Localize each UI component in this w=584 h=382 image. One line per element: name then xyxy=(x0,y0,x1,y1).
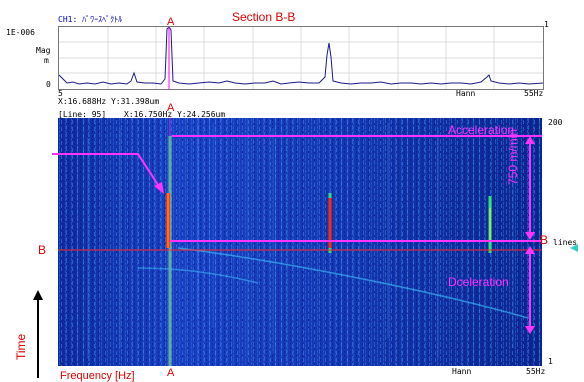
section-title: Section B-B xyxy=(232,10,296,24)
spectrogram-x-min: 5 xyxy=(58,367,63,376)
spectrum-right-marker: 1 xyxy=(544,20,549,29)
spectrogram-y-top: 200 xyxy=(548,118,563,127)
frequency-label: Frequency [Hz] xyxy=(60,370,135,382)
decel-curve-2 xyxy=(137,267,259,284)
spectrogram-y-bottom: 1 xyxy=(548,357,553,366)
spectrum-x-min: 5 xyxy=(58,89,63,98)
decel-arrow-down xyxy=(525,326,535,334)
spectrum-y-top-label: 1E-006 xyxy=(6,28,35,37)
spectrum-cursor-readout: X:16.688Hz Y:31.398um xyxy=(58,97,160,106)
pointer-arrow xyxy=(52,153,164,194)
spectrum-x-max: 55Hz xyxy=(524,89,544,98)
spectrum-y-unit-m: m xyxy=(44,56,49,65)
marker-b-right-arrow xyxy=(570,244,578,252)
spectrum-window: Hann xyxy=(456,89,476,98)
deceleration-label: Dceleration xyxy=(448,275,509,289)
spectrogram-cursor-readout: X:16.750Hz Y:24.256um xyxy=(124,110,226,119)
marker-a-middle: A xyxy=(167,102,175,114)
decel-curve xyxy=(177,247,529,319)
spectrum-svg xyxy=(58,26,544,89)
marker-a-top: A xyxy=(167,16,175,28)
time-arrow xyxy=(33,290,43,378)
marker-a-bottom: A xyxy=(167,367,175,379)
time-label: Time xyxy=(14,333,28,360)
spectrum-grid xyxy=(59,27,543,89)
decel-arrow-up xyxy=(525,246,535,254)
spectrum-y-zero-label: 0 xyxy=(46,80,51,89)
speed-arrow-up xyxy=(525,136,535,144)
channel-label: CH1: ﾊﾟﾜｰｽﾍﾟｸﾄﾙ xyxy=(58,15,123,24)
spectrogram-line-readout: [Line: 95] xyxy=(58,110,107,119)
spectrogram-plot[interactable] xyxy=(58,118,542,366)
spectrum-trace xyxy=(58,26,544,85)
spectrogram-y-unit: lines xyxy=(553,238,578,247)
spectrogram-window: Hann xyxy=(452,367,472,376)
marker-b-left: B xyxy=(38,243,47,257)
spectrum-y-unit-mag: Mag xyxy=(36,46,51,55)
speed-arrow-down xyxy=(525,232,535,240)
spectrogram-svg xyxy=(58,118,542,366)
spectrum-plot[interactable] xyxy=(58,26,544,90)
marker-b-right: B xyxy=(540,233,549,247)
acceleration-label: Acceleration xyxy=(448,123,515,137)
speed-label: 750 m/min xyxy=(506,128,520,185)
spectrogram-x-max: 55Hz xyxy=(526,367,546,376)
